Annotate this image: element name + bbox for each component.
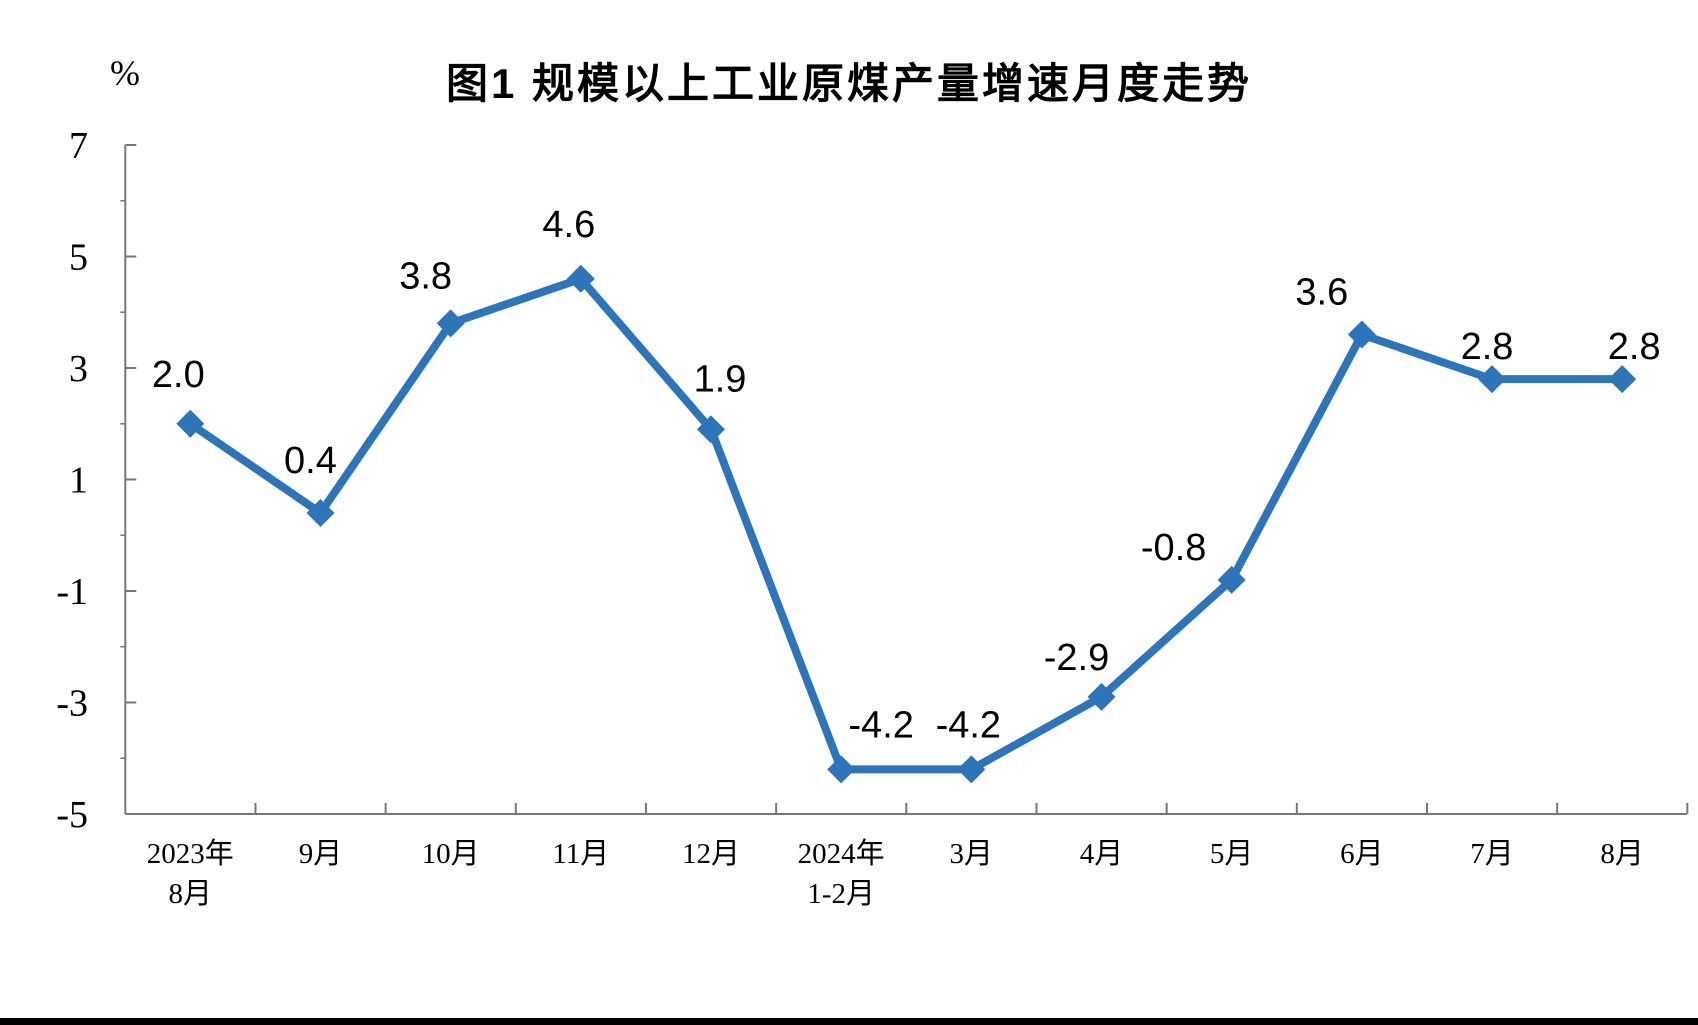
x-tick-label: 3月 xyxy=(950,838,994,870)
y-tick-label: 3 xyxy=(69,348,88,390)
data-point-marker xyxy=(1478,365,1506,394)
data-point-marker xyxy=(566,264,595,293)
data-label: -0.8 xyxy=(1141,527,1206,569)
data-point-marker xyxy=(1347,320,1376,349)
trend-line xyxy=(186,274,1627,774)
y-tick-label: -3 xyxy=(56,683,88,725)
y-tick-label: -5 xyxy=(56,794,88,836)
y-tick-label: -1 xyxy=(56,571,88,613)
y-axis-unit-label: % xyxy=(110,53,140,93)
x-tick-label: 10月 xyxy=(422,838,480,870)
chart-title: 图1 规模以上工业原煤产量增速月度走势 xyxy=(445,60,1253,107)
data-label: 0.4 xyxy=(284,440,337,482)
data-point-marker xyxy=(957,755,986,784)
data-point-marker xyxy=(1217,565,1246,594)
y-tick-label: 7 xyxy=(69,125,88,167)
x-tick-label: 6月 xyxy=(1340,838,1384,870)
data-label: 2.8 xyxy=(1608,326,1661,368)
data-label: 2.0 xyxy=(152,354,205,396)
y-tick-label: 5 xyxy=(69,237,88,279)
x-tick-label: 9月 xyxy=(299,838,343,870)
data-point-marker xyxy=(1087,682,1116,711)
data-label: -2.9 xyxy=(1044,637,1109,679)
data-label: 1.9 xyxy=(694,358,747,400)
data-point-marker xyxy=(827,755,856,784)
data-point-marker xyxy=(176,409,205,438)
data-label: -4.2 xyxy=(848,704,913,746)
x-tick-label: 8月 xyxy=(1600,838,1644,870)
data-point-marker xyxy=(436,309,465,338)
data-point-marker xyxy=(1608,365,1637,394)
data-label: 3.8 xyxy=(399,255,452,297)
x-tick-label: 4月 xyxy=(1080,838,1124,870)
x-tick-label: 2024年 1-2月 xyxy=(798,837,885,910)
data-label: 4.6 xyxy=(542,204,595,246)
data-point-marker xyxy=(696,415,725,444)
x-tick-label: 7月 xyxy=(1470,838,1514,870)
data-point-marker xyxy=(306,498,335,527)
data-label: 2.8 xyxy=(1461,326,1514,368)
x-tick-label: 2023年 8月 xyxy=(147,837,234,910)
x-tick-label: 12月 xyxy=(682,838,740,870)
x-tick-label: 5月 xyxy=(1210,838,1254,870)
x-tick-label: 11月 xyxy=(552,838,609,870)
data-label: -4.2 xyxy=(936,704,1001,746)
y-tick-label: 1 xyxy=(69,460,88,502)
bottom-edge-bar xyxy=(0,1018,1698,1025)
data-label: 3.6 xyxy=(1295,272,1348,314)
